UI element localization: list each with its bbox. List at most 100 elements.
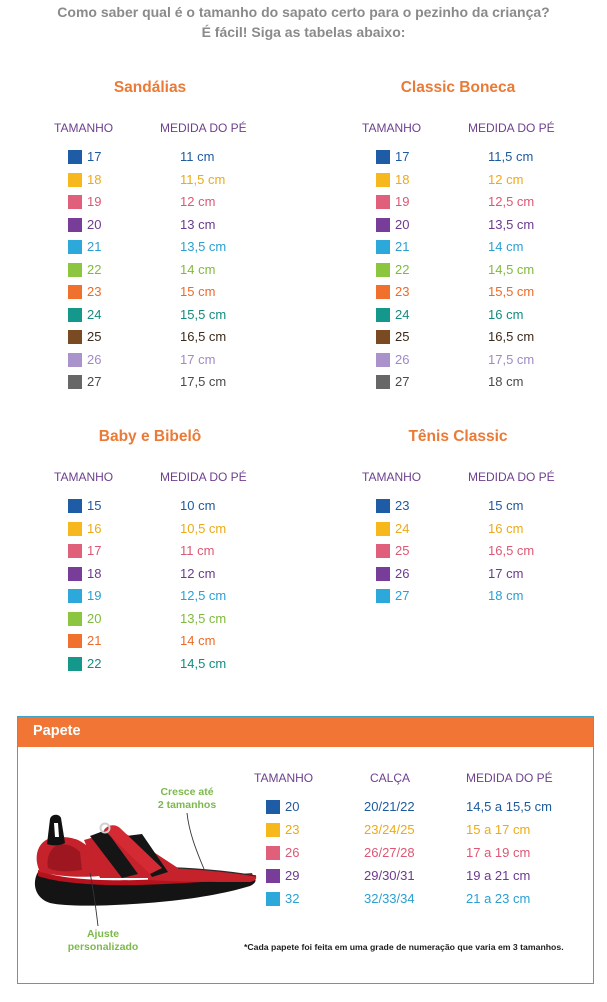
color-swatch — [68, 150, 82, 165]
foot-length-value: 11 cm — [180, 543, 215, 558]
column-header-calca: CALÇA — [370, 771, 411, 785]
color-swatch — [68, 499, 82, 514]
foot-length-value: 14,5 a 15,5 cm — [466, 799, 552, 814]
column-header-foot-length: MEDIDA DO PÉ — [466, 771, 553, 785]
foot-length-value: 13,5 cm — [180, 610, 227, 626]
column-header-size: TAMANHO — [254, 771, 314, 785]
shoe-size-value: 17 — [87, 149, 102, 164]
sandal-strap-black-rear — [90, 830, 138, 878]
column-header-size: TAMANHO — [54, 121, 114, 135]
foot-length-value: 18 cm — [488, 374, 524, 389]
color-swatch — [376, 566, 390, 581]
foot-length-value: 17 cm — [180, 351, 216, 367]
shoe-size-value: 22 — [87, 261, 102, 277]
color-swatch — [266, 845, 280, 860]
size-row: 27 17,5 cm — [54, 371, 254, 394]
annotation-line-1: Cresce até — [160, 786, 214, 798]
color-swatch — [376, 195, 390, 210]
size-row: 25 16,5 cm — [362, 540, 562, 563]
column-header-foot-length: MEDIDA DO PÉ — [160, 121, 247, 135]
size-row: 27 18 cm — [362, 371, 562, 394]
shoe-size-value: 19 — [87, 588, 102, 603]
color-swatch — [266, 891, 280, 906]
shoe-size-value: 16 — [87, 520, 102, 536]
size-row: 18 12 cm — [54, 563, 254, 586]
color-swatch — [376, 285, 390, 300]
shoe-size-value: 20 — [285, 799, 300, 814]
size-row: 32 32/33/34 21 a 23 cm — [254, 887, 584, 910]
foot-length-value: 10 cm — [180, 498, 216, 513]
size-row: 18 12 cm — [362, 169, 562, 192]
size-row: 17 11,5 cm — [362, 146, 562, 169]
foot-length-value: 15,5 cm — [180, 306, 227, 322]
color-swatch — [376, 352, 390, 367]
size-table-classic-boneca: Classic Boneca TAMANHO MEDIDA DO PÉ 17 11… — [362, 77, 562, 397]
shoe-size-value: 26 — [285, 845, 300, 860]
foot-length-value: 11 cm — [180, 149, 215, 164]
foot-length-value: 12,5 cm — [488, 194, 535, 209]
foot-length-value: 12 cm — [180, 194, 216, 209]
size-row: 26 17,5 cm — [362, 349, 562, 372]
color-swatch — [376, 375, 390, 390]
size-row: 25 16,5 cm — [54, 326, 254, 349]
shoe-size-value: 23 — [285, 822, 300, 837]
color-swatch — [376, 262, 390, 277]
shoe-size-value: 21 — [87, 633, 102, 648]
size-row: 21 14 cm — [54, 630, 254, 653]
papete-sandal-image — [34, 814, 257, 906]
color-swatch — [68, 307, 82, 322]
color-swatch — [68, 544, 82, 559]
foot-length-value: 13,5 cm — [488, 216, 535, 232]
intro-question: Como saber qual é o tamanho do sapato ce… — [57, 4, 550, 20]
shoe-size-value: 24 — [395, 520, 410, 536]
size-row: 21 13,5 cm — [54, 236, 254, 259]
annotation-custom-fit: Ajuste personalizado — [58, 928, 148, 954]
table-header: TAMANHO MEDIDA DO PÉ — [362, 466, 562, 488]
calca-size-value: 20/21/22 — [364, 799, 415, 814]
table-body: 15 10 cm 16 10,5 cm 17 11 cm 18 12 cm 19 12,5 cm 2… — [54, 495, 254, 675]
size-row: 22 14,5 cm — [54, 653, 254, 676]
color-swatch — [68, 656, 82, 671]
column-header-foot-length: MEDIDA DO PÉ — [468, 121, 555, 135]
table-title: Sandálias — [113, 79, 187, 96]
size-row: 23 15 cm — [362, 495, 562, 518]
shoe-size-value: 20 — [87, 216, 102, 232]
color-swatch — [376, 544, 390, 559]
color-swatch — [68, 566, 82, 581]
foot-length-value: 21 a 23 cm — [466, 891, 531, 906]
color-swatch — [376, 589, 390, 604]
color-swatch — [376, 217, 390, 232]
color-swatch — [68, 240, 82, 255]
size-table-baby-bibelo: Baby e Bibelô TAMANHO MEDIDA DO PÉ 15 10 … — [54, 426, 254, 746]
foot-length-value: 14 cm — [180, 261, 216, 277]
size-row: 19 12,5 cm — [54, 585, 254, 608]
shoe-size-value: 24 — [87, 306, 102, 322]
foot-length-value: 13,5 cm — [180, 239, 227, 254]
foot-length-value: 15 cm — [488, 498, 524, 513]
intro-hint: É fácil! Siga as tabelas abaixo: — [201, 24, 406, 40]
foot-length-value: 13 cm — [180, 216, 216, 232]
foot-length-value: 17 cm — [488, 565, 524, 581]
color-swatch — [376, 150, 390, 165]
shoe-size-value: 24 — [395, 306, 410, 322]
shoe-size-value: 23 — [87, 284, 102, 299]
size-row: 24 16 cm — [362, 518, 562, 541]
table-title: Classic Boneca — [400, 79, 516, 96]
shoe-size-value: 21 — [395, 239, 410, 254]
color-swatch — [68, 172, 82, 187]
intro: Como saber qual é o tamanho do sapato ce… — [0, 2, 607, 42]
table-header: TAMANHO MEDIDA DO PÉ — [54, 466, 254, 488]
size-row: 23 15 cm — [54, 281, 254, 304]
sandal-back-loop-hole — [54, 823, 59, 837]
annotation-line-2: personalizado — [67, 941, 139, 953]
color-swatch — [68, 589, 82, 604]
size-row: 18 11,5 cm — [54, 169, 254, 192]
foot-length-value: 19 a 21 cm — [466, 868, 531, 883]
foot-length-value: 14,5 cm — [488, 261, 535, 277]
shoe-size-value: 27 — [395, 374, 410, 389]
color-swatch — [376, 240, 390, 255]
table-header: TAMANHO MEDIDA DO PÉ — [54, 117, 254, 139]
shoe-size-value: 15 — [87, 498, 102, 513]
color-swatch — [68, 262, 82, 277]
foot-length-value: 18 cm — [488, 588, 524, 603]
